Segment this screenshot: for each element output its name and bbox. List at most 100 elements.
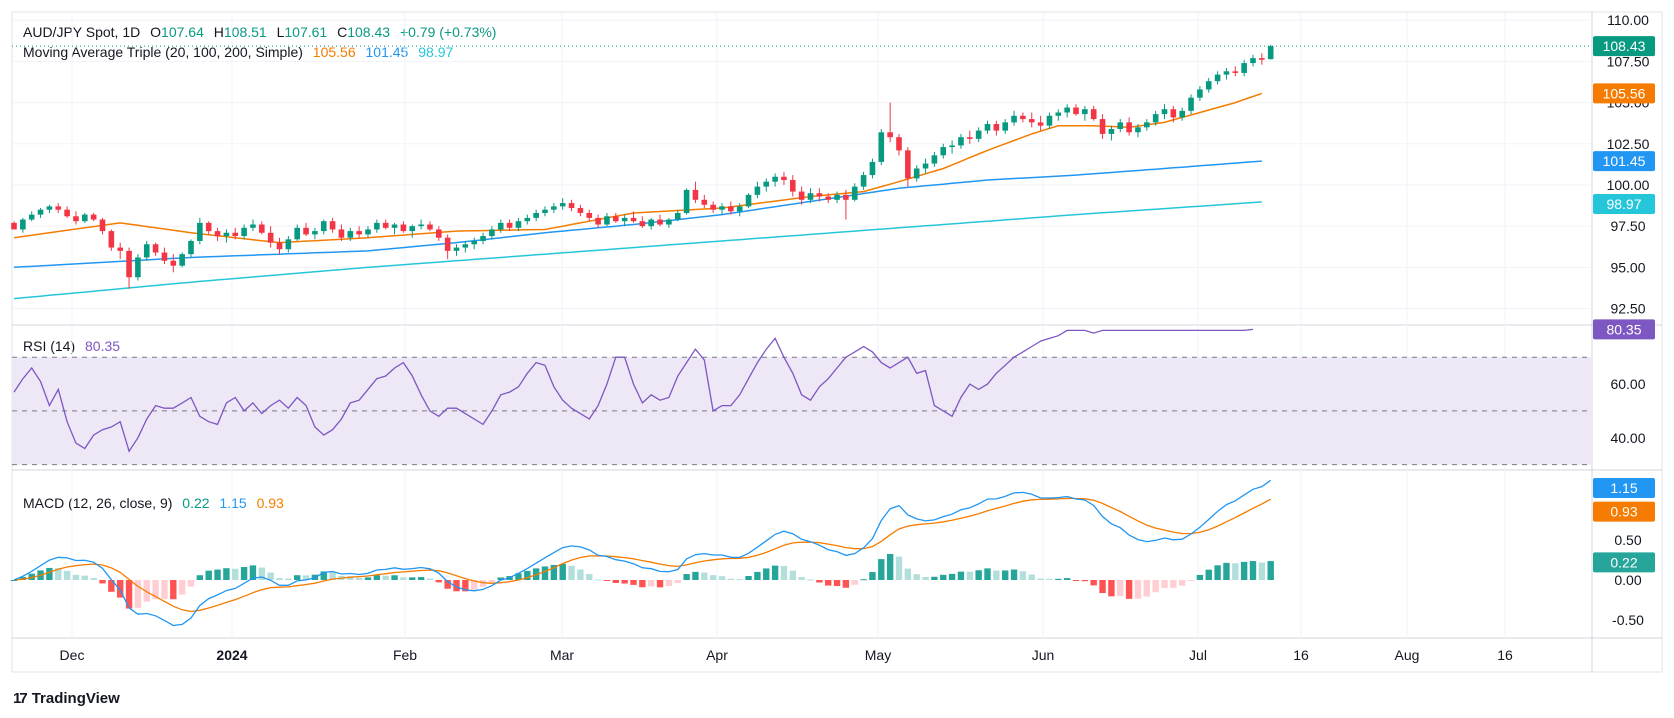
macd-hist-bar	[612, 580, 619, 583]
candle	[241, 224, 247, 240]
macd-hist-bar	[683, 574, 690, 580]
outer-border	[11, 11, 1663, 673]
candle-body	[99, 219, 106, 232]
macd-hist-bar	[1196, 574, 1204, 580]
macd-hist-bar	[143, 580, 150, 602]
candle-body	[250, 224, 256, 228]
macd-hist-bar	[462, 580, 469, 592]
candle	[117, 242, 123, 260]
macd-y-tick-label: 0.00	[1614, 572, 1641, 588]
candle-body	[940, 147, 947, 156]
candle	[418, 219, 424, 230]
macd-hist-bar	[1179, 580, 1186, 586]
candle-body	[1011, 115, 1017, 123]
macd-hist-bar	[1081, 580, 1089, 582]
macd-histogram	[10, 553, 1274, 609]
macd-hist-bar	[444, 580, 451, 589]
candle-body	[1073, 107, 1079, 115]
macd-hist-tag: 0.22	[1593, 552, 1655, 573]
candle-body	[20, 219, 26, 230]
candle	[46, 204, 53, 213]
candle	[674, 209, 681, 222]
candle-body	[267, 232, 274, 243]
candle	[1037, 115, 1044, 131]
candle-body	[1108, 128, 1115, 134]
candle-body	[533, 212, 539, 218]
macd-hist-bar	[134, 580, 142, 608]
candle	[860, 171, 867, 190]
candle-body	[1170, 109, 1177, 118]
macd-hist-bar	[771, 565, 779, 580]
candle-body	[595, 217, 601, 225]
candle	[1028, 112, 1035, 128]
macd-hist-bar	[524, 570, 531, 580]
macd-header: MACD (12, 26, close, 9) 0.22 1.15 0.93	[23, 495, 290, 511]
candle-body	[674, 212, 681, 220]
macd-hist-bar	[1002, 570, 1009, 580]
macd-hist-bar	[1223, 562, 1230, 580]
macd-hist-bar	[515, 573, 522, 580]
macd-hist-bar	[285, 578, 292, 580]
macd-hist-bar	[1214, 565, 1221, 580]
macd-hist-bar	[125, 580, 133, 609]
macd-hist-bar	[727, 578, 735, 580]
macd-hist-bar	[851, 580, 858, 585]
x-tick-label: Dec	[60, 647, 85, 663]
candle	[515, 217, 522, 232]
candle	[657, 214, 663, 227]
candle	[666, 217, 672, 228]
macd-hist-bar	[780, 565, 788, 580]
candle	[152, 242, 159, 256]
candle-body	[931, 155, 938, 164]
x-tick-label: Jul	[1189, 647, 1207, 663]
candle	[462, 240, 469, 253]
macd-hist-bar	[55, 568, 62, 580]
candle	[338, 224, 345, 241]
candle	[524, 214, 531, 225]
candle	[1223, 68, 1230, 80]
candle	[790, 175, 796, 197]
candle	[1117, 119, 1124, 133]
macd-hist-bar	[1090, 580, 1097, 586]
candle	[37, 208, 44, 218]
macd-hist-bar	[984, 568, 991, 580]
y-tick-label: 110.00	[1607, 12, 1649, 28]
candle	[851, 183, 858, 202]
x-tick-label: 2024	[216, 647, 247, 663]
candle-body	[922, 163, 929, 169]
macd-y-tick-label: -0.50	[1612, 612, 1644, 628]
candle-body	[798, 191, 805, 200]
last-price-tag-bg	[1593, 36, 1655, 57]
candle	[143, 240, 150, 261]
macd-hist-bar	[1063, 578, 1071, 580]
candle-body	[312, 231, 318, 235]
macd-hist-bar	[471, 580, 478, 590]
candle-body	[559, 203, 566, 207]
ohlc-close: C108.43	[337, 24, 390, 40]
candle-body	[506, 222, 513, 228]
candle-body	[1117, 122, 1124, 129]
macd-tag-label: 1.15	[1610, 480, 1637, 496]
candle-body	[1241, 63, 1247, 73]
candle	[993, 120, 1000, 136]
x-tick-label: Mar	[550, 647, 574, 663]
candle-body	[745, 194, 752, 207]
macd-hist-bar	[249, 565, 257, 580]
candle	[896, 133, 902, 156]
candle-body	[577, 208, 584, 213]
candle-body	[55, 206, 62, 210]
macd-hist-bar	[391, 575, 398, 580]
candle	[975, 127, 982, 143]
candle	[108, 229, 115, 251]
candle-body	[365, 229, 371, 235]
candle	[471, 237, 477, 250]
candle	[958, 133, 964, 149]
candle-body	[108, 231, 115, 248]
candle-body	[586, 212, 593, 218]
change-value: +0.79 (+0.73%)	[399, 24, 497, 40]
candle	[1055, 109, 1062, 121]
macd-hist-bar	[152, 580, 159, 600]
candle-body	[356, 231, 362, 235]
candle-body	[1090, 109, 1097, 120]
